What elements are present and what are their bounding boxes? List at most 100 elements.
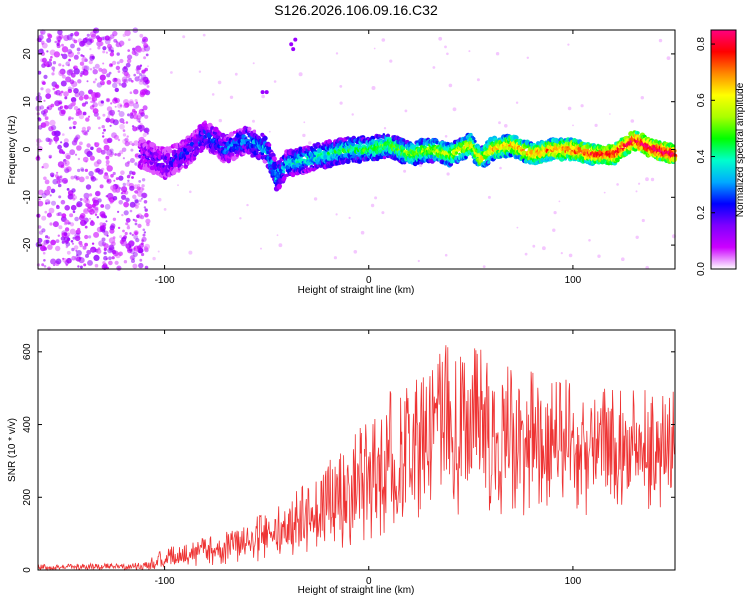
spectrogram-noise-point — [85, 202, 90, 207]
spectrogram-noise-point — [136, 65, 140, 69]
spectrogram-noise-point — [43, 74, 48, 79]
spectrogram-noise-point — [141, 252, 145, 257]
spectrogram-noise-point — [141, 184, 145, 188]
spectrogram-noise-point — [67, 49, 73, 55]
spectrogram-noise-point — [114, 97, 120, 104]
spectrogram-noise-point — [121, 186, 128, 193]
spectrogram-noise-point — [107, 110, 113, 116]
spectrogram-noise-point — [107, 46, 114, 53]
spectrogram-noise-point — [70, 175, 75, 180]
spectrogram-noise-point — [100, 149, 106, 155]
spectrogram-noise-point — [383, 127, 387, 130]
spectrogram-noise-point — [51, 200, 56, 206]
spectrogram-ridge-point — [204, 123, 207, 126]
spectrogram-noise-point — [105, 163, 110, 167]
spectrogram-noise-point — [37, 117, 42, 122]
spectrogram-noise-point — [116, 61, 120, 65]
spectrogram-noise-point — [218, 118, 222, 123]
spectrogram-noise-point — [128, 38, 131, 41]
spectrogram-noise-point — [86, 129, 90, 133]
spectrogram-noise-point — [143, 56, 147, 60]
spectrogram-noise-point — [44, 189, 51, 196]
spectrogram-noise-point — [138, 199, 142, 203]
spectrogram-noise-point — [66, 257, 72, 264]
spectrogram-noise-point — [129, 91, 133, 94]
spectrogram-noise-point — [55, 141, 58, 144]
spectrogram-noise-point — [90, 100, 93, 104]
spectrogram-noise-point — [63, 105, 67, 108]
spectrogram-noise-point — [129, 112, 134, 116]
spectrogram-noise-point — [125, 222, 129, 226]
spectrogram-noise-point — [133, 73, 136, 77]
spectrogram-noise-point — [107, 137, 113, 143]
spectrogram-noise-point — [94, 263, 99, 268]
spectrogram-noise-point — [122, 129, 126, 132]
spectrogram-noise-point — [144, 212, 149, 218]
y-tick-label: 0 — [22, 146, 33, 152]
spectrogram-ridge-point — [290, 172, 296, 178]
spectrogram-noise-point — [89, 48, 92, 51]
spectrogram-noise-point — [96, 216, 100, 219]
spectrogram-noise-point — [381, 211, 385, 215]
spectrogram-noise-point — [129, 201, 136, 208]
spectrogram-noise-point — [56, 204, 59, 208]
spectrogram-noise-point — [580, 104, 584, 108]
spectrogram-noise-point — [86, 126, 91, 131]
spectrogram-noise-point — [133, 102, 140, 109]
spectrogram-noise-point — [109, 109, 115, 116]
spectrogram-noise-point — [133, 89, 139, 95]
spectrogram-noise-point — [123, 65, 127, 70]
y-tick-label: 0 — [22, 567, 33, 573]
spectrogram-noise-point — [46, 37, 52, 43]
spectrogram-noise-point — [298, 72, 303, 77]
spectrogram-noise-point — [78, 113, 85, 120]
spectrogram-noise-point — [56, 175, 62, 181]
spectrogram-noise-point — [105, 97, 111, 103]
spectrogram-noise-point — [71, 81, 78, 88]
spectrogram-noise-point — [339, 85, 343, 88]
spectrogram-noise-point — [114, 87, 120, 93]
spectrogram-noise-point — [42, 162, 49, 169]
spectrogram-noise-point — [37, 225, 42, 229]
spectrogram-noise-point — [432, 66, 436, 69]
spectrogram-noise-point — [147, 65, 149, 68]
spectrogram-noise-point — [112, 30, 118, 37]
spectrogram-noise-point — [110, 49, 114, 53]
spectrogram-noise-point — [177, 184, 179, 187]
spectrogram-noise-point — [145, 53, 149, 57]
spectrogram-noise-point — [63, 166, 70, 173]
spectrogram-noise-point — [142, 132, 147, 138]
spectrogram-noise-point — [135, 68, 139, 72]
spectrogram-noise-point — [49, 49, 56, 56]
spectrogram-noise-point — [504, 124, 508, 128]
spectrogram-noise-point — [79, 265, 83, 269]
y-tick-label: -10 — [22, 190, 33, 205]
spectrogram-noise-point — [109, 201, 113, 205]
spectrogram-noise-point — [74, 216, 79, 222]
spectrogram-noise-point — [79, 72, 83, 77]
spectrogram-noise-point — [41, 42, 48, 49]
spectrogram-noise-point — [40, 140, 43, 143]
spectrogram-noise-point — [134, 199, 139, 204]
spectrogram-noise-point — [77, 265, 80, 268]
spectrogram-noise-point — [133, 247, 136, 250]
spectrogram-noise-point — [92, 80, 96, 84]
spectrogram-noise-point — [117, 226, 121, 230]
spectrogram-noise-point — [64, 219, 70, 225]
spectrogram-noise-point — [603, 191, 606, 194]
spectrogram-noise-point — [73, 65, 77, 70]
spectrogram-noise-point — [68, 58, 71, 62]
spectrogram-noise-point — [567, 106, 572, 111]
spectrogram-ridge-point — [487, 160, 491, 164]
spectrogram-noise-point — [468, 50, 471, 53]
spectrogram-noise-point — [60, 80, 67, 87]
spectrogram-ridge-point — [194, 140, 199, 146]
spectrogram-noise-point — [77, 110, 83, 116]
spectrogram-noise-point — [73, 175, 78, 179]
spectrogram-noise-point — [50, 188, 56, 194]
spectrogram-noise-point — [89, 68, 93, 71]
spectrogram-noise-point — [63, 142, 69, 148]
spectrogram-noise-point — [121, 213, 124, 217]
spectrogram-noise-point — [92, 102, 98, 108]
